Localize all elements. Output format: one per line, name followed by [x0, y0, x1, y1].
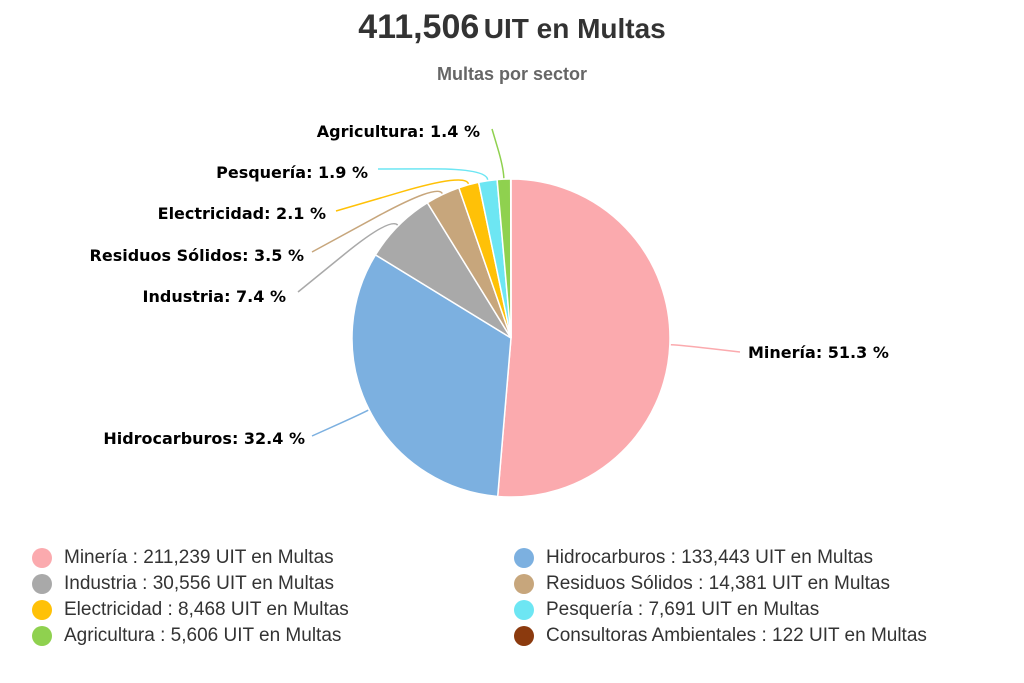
connector-industria — [297, 223, 399, 293]
legend-item-hidrocarburos[interactable]: Hidrocarburos : 133,443 UIT en Multas — [514, 546, 984, 570]
total-unit: UIT en Multas — [483, 13, 666, 44]
slice-label-electricidad: Electricidad: 2.1 % — [158, 204, 326, 223]
connector-electricidad — [335, 179, 470, 212]
legend-label: Agricultura : 5,606 UIT en Multas — [64, 625, 342, 646]
total-value: 411,506 — [358, 8, 480, 46]
legend-marker-icon — [514, 548, 534, 568]
legend-label: Pesquería : 7,691 UIT en Multas — [546, 599, 820, 620]
slice-label-hidrocarburos: Hidrocarburos: 32.4 % — [103, 429, 305, 448]
slice-label-agricultura: Agricultura: 1.4 % — [317, 122, 480, 141]
slice-label-mineria: Minería: 51.3 % — [748, 343, 889, 362]
pie-chart: Minería: 51.3 % Hidrocarburos: 32.4 % Indu… — [90, 122, 889, 498]
connector-pesqueria — [377, 168, 489, 181]
slice-label-pesqueria: Pesquería: 1.9 % — [216, 163, 368, 182]
legend-marker-icon — [32, 574, 52, 594]
legend-item-pesqueria[interactable]: Pesquería : 7,691 UIT en Multas — [514, 598, 984, 622]
legend-item-electricidad[interactable]: Electricidad : 8,468 UIT en Multas — [32, 598, 514, 622]
slice-label-industria: Industria: 7.4 % — [143, 287, 286, 306]
legend-item-mineria[interactable]: Minería : 211,239 UIT en Multas — [32, 546, 514, 570]
legend-label: Consultoras Ambientales : 122 UIT en Mul… — [546, 625, 927, 646]
chart-subtitle: Multas por sector — [436, 64, 588, 84]
legend-label: Minería : 211,239 UIT en Multas — [64, 547, 334, 568]
connector-hidrocarburos — [311, 409, 369, 437]
pie-slice-hidrocarburos[interactable] — [351, 253, 512, 498]
chart-title: 411,506 UIT en Multas — [0, 8, 1024, 47]
slice-label-residuos-solidos: Residuos Sólidos: 3.5 % — [90, 246, 304, 265]
legend: Minería : 211,239 UIT en Multas Hidrocarb… — [32, 546, 992, 648]
legend-label: Electricidad : 8,468 UIT en Multas — [64, 599, 349, 620]
legend-item-residuos-solidos[interactable]: Residuos Sólidos : 14,381 UIT en Multas — [514, 572, 984, 596]
legend-label: Residuos Sólidos : 14,381 UIT en Multas — [546, 573, 890, 594]
legend-item-agricultura[interactable]: Agricultura : 5,606 UIT en Multas — [32, 624, 514, 648]
legend-label: Industria : 30,556 UIT en Multas — [64, 573, 335, 594]
legend-item-industria[interactable]: Industria : 30,556 UIT en Multas — [32, 572, 514, 596]
connector-residuos-solidos — [311, 190, 443, 253]
legend-marker-icon — [514, 600, 534, 620]
legend-marker-icon — [32, 548, 52, 568]
legend-marker-icon — [514, 626, 534, 646]
legend-label: Hidrocarburos : 133,443 UIT en Multas — [546, 547, 874, 568]
legend-marker-icon — [32, 626, 52, 646]
legend-marker-icon — [514, 574, 534, 594]
connector-agricultura — [491, 128, 505, 179]
legend-marker-icon — [32, 600, 52, 620]
connector-mineria — [670, 343, 741, 353]
pie-slice-mineria[interactable] — [496, 178, 671, 498]
legend-item-consultoras-ambientales[interactable]: Consultoras Ambientales : 122 UIT en Mul… — [514, 624, 984, 648]
